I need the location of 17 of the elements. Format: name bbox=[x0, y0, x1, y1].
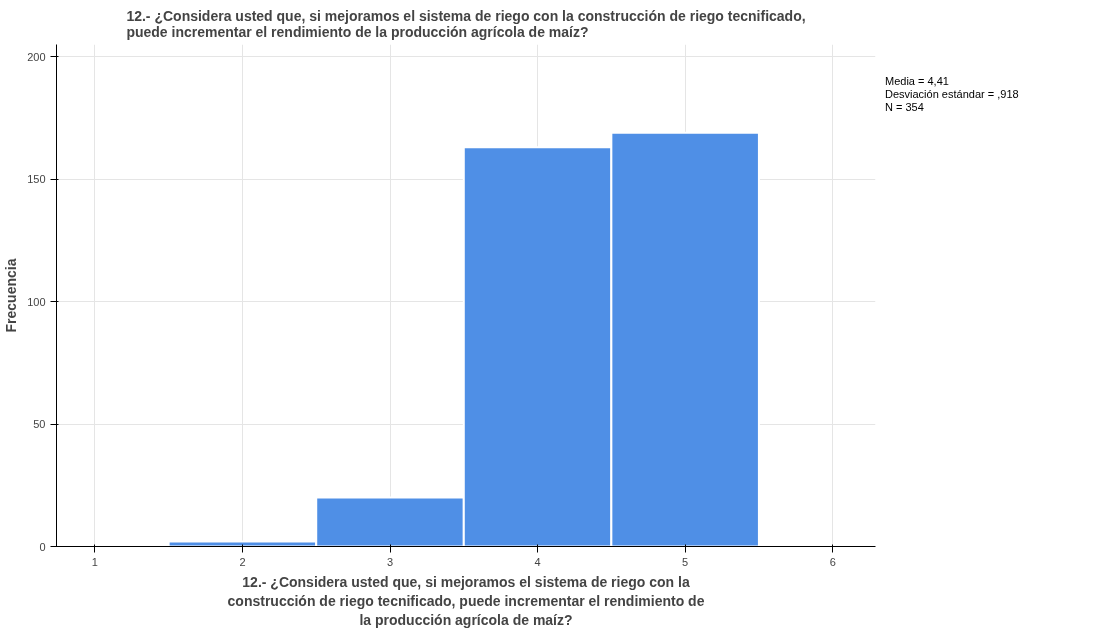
x-tick-label: 3 bbox=[386, 555, 394, 568]
text: Desviación estándar = ,918 bbox=[885, 88, 1019, 101]
text: N = 354 bbox=[885, 101, 924, 114]
x-tick-label: 4 bbox=[534, 555, 541, 568]
y-tick-label: 0 bbox=[39, 540, 46, 553]
x-tick-label: 5 bbox=[682, 555, 689, 568]
y-tick-label: 150 bbox=[27, 173, 46, 186]
y-tick-label: 100 bbox=[27, 295, 46, 308]
text: Media = 4,41 bbox=[885, 75, 949, 87]
x-tick-label: 6 bbox=[829, 555, 836, 568]
text: 12.- ¿Considera usted que, si mejoramos el sistema de riego con la construcción de riego tecnificado, puede incrementar el rendimiento de la producción agrícola de maíz? bbox=[227, 573, 705, 628]
x-tick-label: 2 bbox=[239, 555, 246, 568]
y-tick-label: 200 bbox=[27, 50, 46, 63]
x-tick-label: 1 bbox=[91, 555, 98, 568]
x-axis-title: 12.- ¿Considera usted que, si mejoramos el sistema de riego con la construcción de riego tecnificado, puede incrementar el rendimiento de la producción agrícola de maíz? bbox=[126, 7, 806, 40]
y-axis-title: Frecuencia bbox=[3, 258, 20, 333]
y-tick-label: 50 bbox=[33, 418, 46, 431]
